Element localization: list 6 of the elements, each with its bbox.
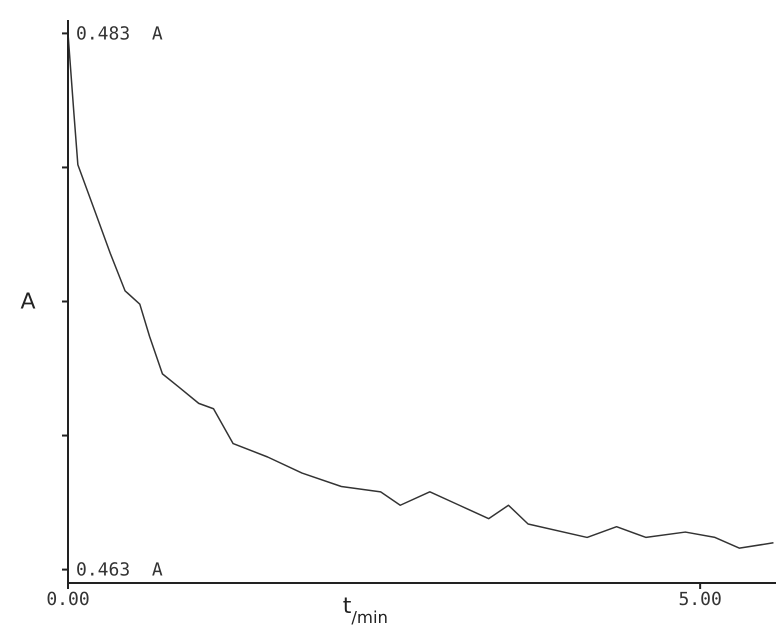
x-tick-label: 5.00 [678,589,722,610]
y-tick-label: 0.483 A [76,23,163,44]
x-axis-title: t$_{/min}$ [342,594,388,626]
y-axis-title: A [20,290,36,314]
x-tick-label: 0.00 [46,589,90,610]
y-tick-label: 0.463 A [76,560,163,581]
